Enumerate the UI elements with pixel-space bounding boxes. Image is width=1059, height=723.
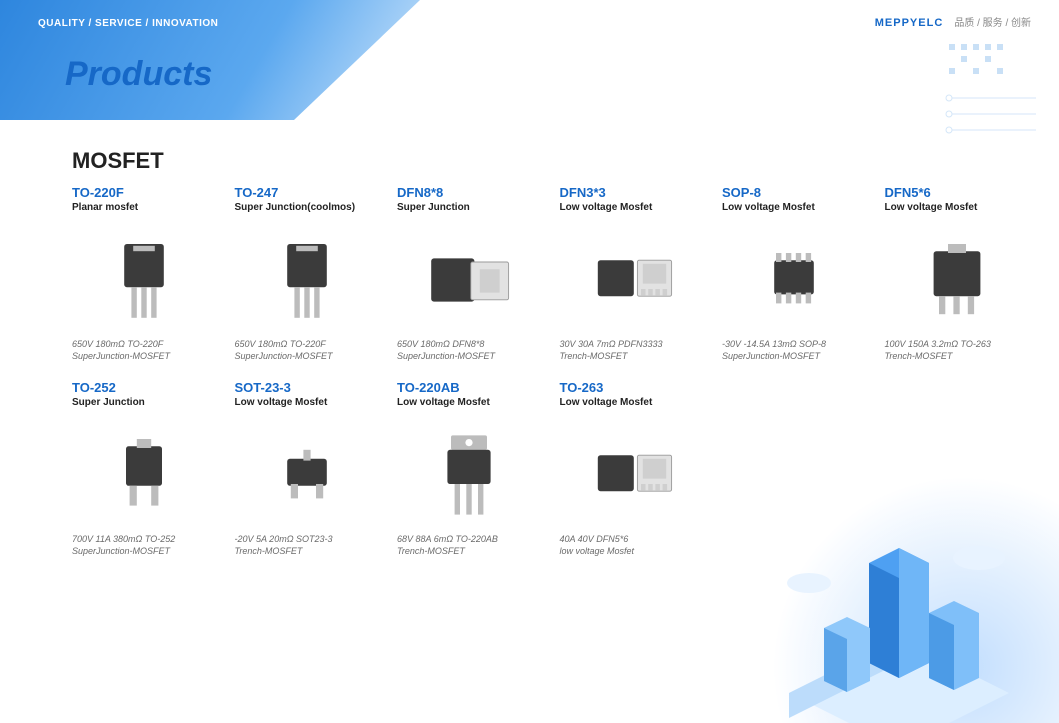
product-title: TO-220AB [397, 380, 542, 395]
product-image [397, 227, 542, 332]
product-spec-1: -20V 5A 20mΩ SOT23-3 [235, 533, 380, 545]
product-card: DFN3*3 Low voltage Mosfet 30V 30A 7mΩ PD… [560, 185, 705, 362]
tagline: QUALITY / SERVICE / INNOVATION [38, 18, 218, 29]
product-title: TO-252 [72, 380, 217, 395]
product-spec-2: Trench-MOSFET [885, 350, 1030, 362]
product-spec-2: low voltage Mosfet [560, 545, 705, 557]
product-spec-2: Trench-MOSFET [560, 350, 705, 362]
product-subtitle: Low voltage Mosfet [560, 202, 705, 213]
product-spec-2: SuperJunction-MOSFET [722, 350, 867, 362]
product-subtitle: Low voltage Mosfet [722, 202, 867, 213]
product-spec-2: SuperJunction-MOSFET [397, 350, 542, 362]
product-spec-2: Trench-MOSFET [235, 545, 380, 557]
product-spec-2: SuperJunction-MOSFET [235, 350, 380, 362]
brand-sub: 品质 / 服务 / 创新 [954, 18, 1031, 29]
product-spec-1: 40A 40V DFN5*6 [560, 533, 705, 545]
product-subtitle: Super Junction(coolmos) [235, 202, 380, 213]
product-spec-2: SuperJunction-MOSFET [72, 545, 217, 557]
product-title: TO-263 [560, 380, 705, 395]
product-spec-1: 68V 88A 6mΩ TO-220AB [397, 533, 542, 545]
product-title: SOT-23-3 [235, 380, 380, 395]
product-subtitle: Low voltage Mosfet [397, 397, 542, 408]
brand-logo: MEPPYELC [875, 17, 944, 29]
product-title: DFN8*8 [397, 185, 542, 200]
deco-lines [941, 90, 1041, 150]
product-card: SOT-23-3 Low voltage Mosfet -20V 5A 20mΩ… [235, 380, 380, 557]
product-card: TO-252 Super Junction 700V 11A 380mΩ TO-… [72, 380, 217, 557]
product-card: SOP-8 Low voltage Mosfet -30V -14.5A 13m… [722, 185, 867, 362]
product-image [397, 422, 542, 527]
product-title: DFN3*3 [560, 185, 705, 200]
product-image [722, 227, 867, 332]
product-image [72, 422, 217, 527]
page-title: Products [65, 55, 212, 94]
product-subtitle: Low voltage Mosfet [235, 397, 380, 408]
product-image [885, 227, 1030, 332]
product-subtitle: Super Junction [397, 202, 542, 213]
product-spec-1: 650V 180mΩ DFN8*8 [397, 338, 542, 350]
product-subtitle: Low voltage Mosfet [560, 397, 705, 408]
product-image [235, 227, 380, 332]
product-spec-1: 30V 30A 7mΩ PDFN3333 [560, 338, 705, 350]
product-spec-1: -30V -14.5A 13mΩ SOP-8 [722, 338, 867, 350]
product-card: TO-220F Planar mosfet 650V 180mΩ TO-220F… [72, 185, 217, 362]
product-image [72, 227, 217, 332]
product-image [235, 422, 380, 527]
deco-city [749, 463, 1049, 723]
product-title: SOP-8 [722, 185, 867, 200]
product-card: DFN5*6 Low voltage Mosfet 100V 150A 3.2m… [885, 185, 1030, 362]
product-card: TO-247 Super Junction(coolmos) 650V 180m… [235, 185, 380, 362]
product-title: DFN5*6 [885, 185, 1030, 200]
product-card: DFN8*8 Super Junction 650V 180mΩ DFN8*8 … [397, 185, 542, 362]
product-card: TO-220AB Low voltage Mosfet 68V 88A 6mΩ … [397, 380, 542, 557]
product-subtitle: Planar mosfet [72, 202, 217, 213]
product-title: TO-220F [72, 185, 217, 200]
product-spec-1: 700V 11A 380mΩ TO-252 [72, 533, 217, 545]
product-image [560, 422, 705, 527]
section-title: MOSFET [72, 148, 164, 174]
product-spec-1: 650V 180mΩ TO-220F [72, 338, 217, 350]
product-title: TO-247 [235, 185, 380, 200]
brand: MEPPYELC 品质 / 服务 / 创新 [875, 14, 1031, 29]
product-image [560, 227, 705, 332]
product-spec-2: SuperJunction-MOSFET [72, 350, 217, 362]
product-subtitle: Super Junction [72, 397, 217, 408]
product-card: TO-263 Low voltage Mosfet 40A 40V DFN5*6… [560, 380, 705, 557]
product-subtitle: Low voltage Mosfet [885, 202, 1030, 213]
product-spec-1: 100V 150A 3.2mΩ TO-263 [885, 338, 1030, 350]
product-spec-2: Trench-MOSFET [397, 545, 542, 557]
product-spec-1: 650V 180mΩ TO-220F [235, 338, 380, 350]
